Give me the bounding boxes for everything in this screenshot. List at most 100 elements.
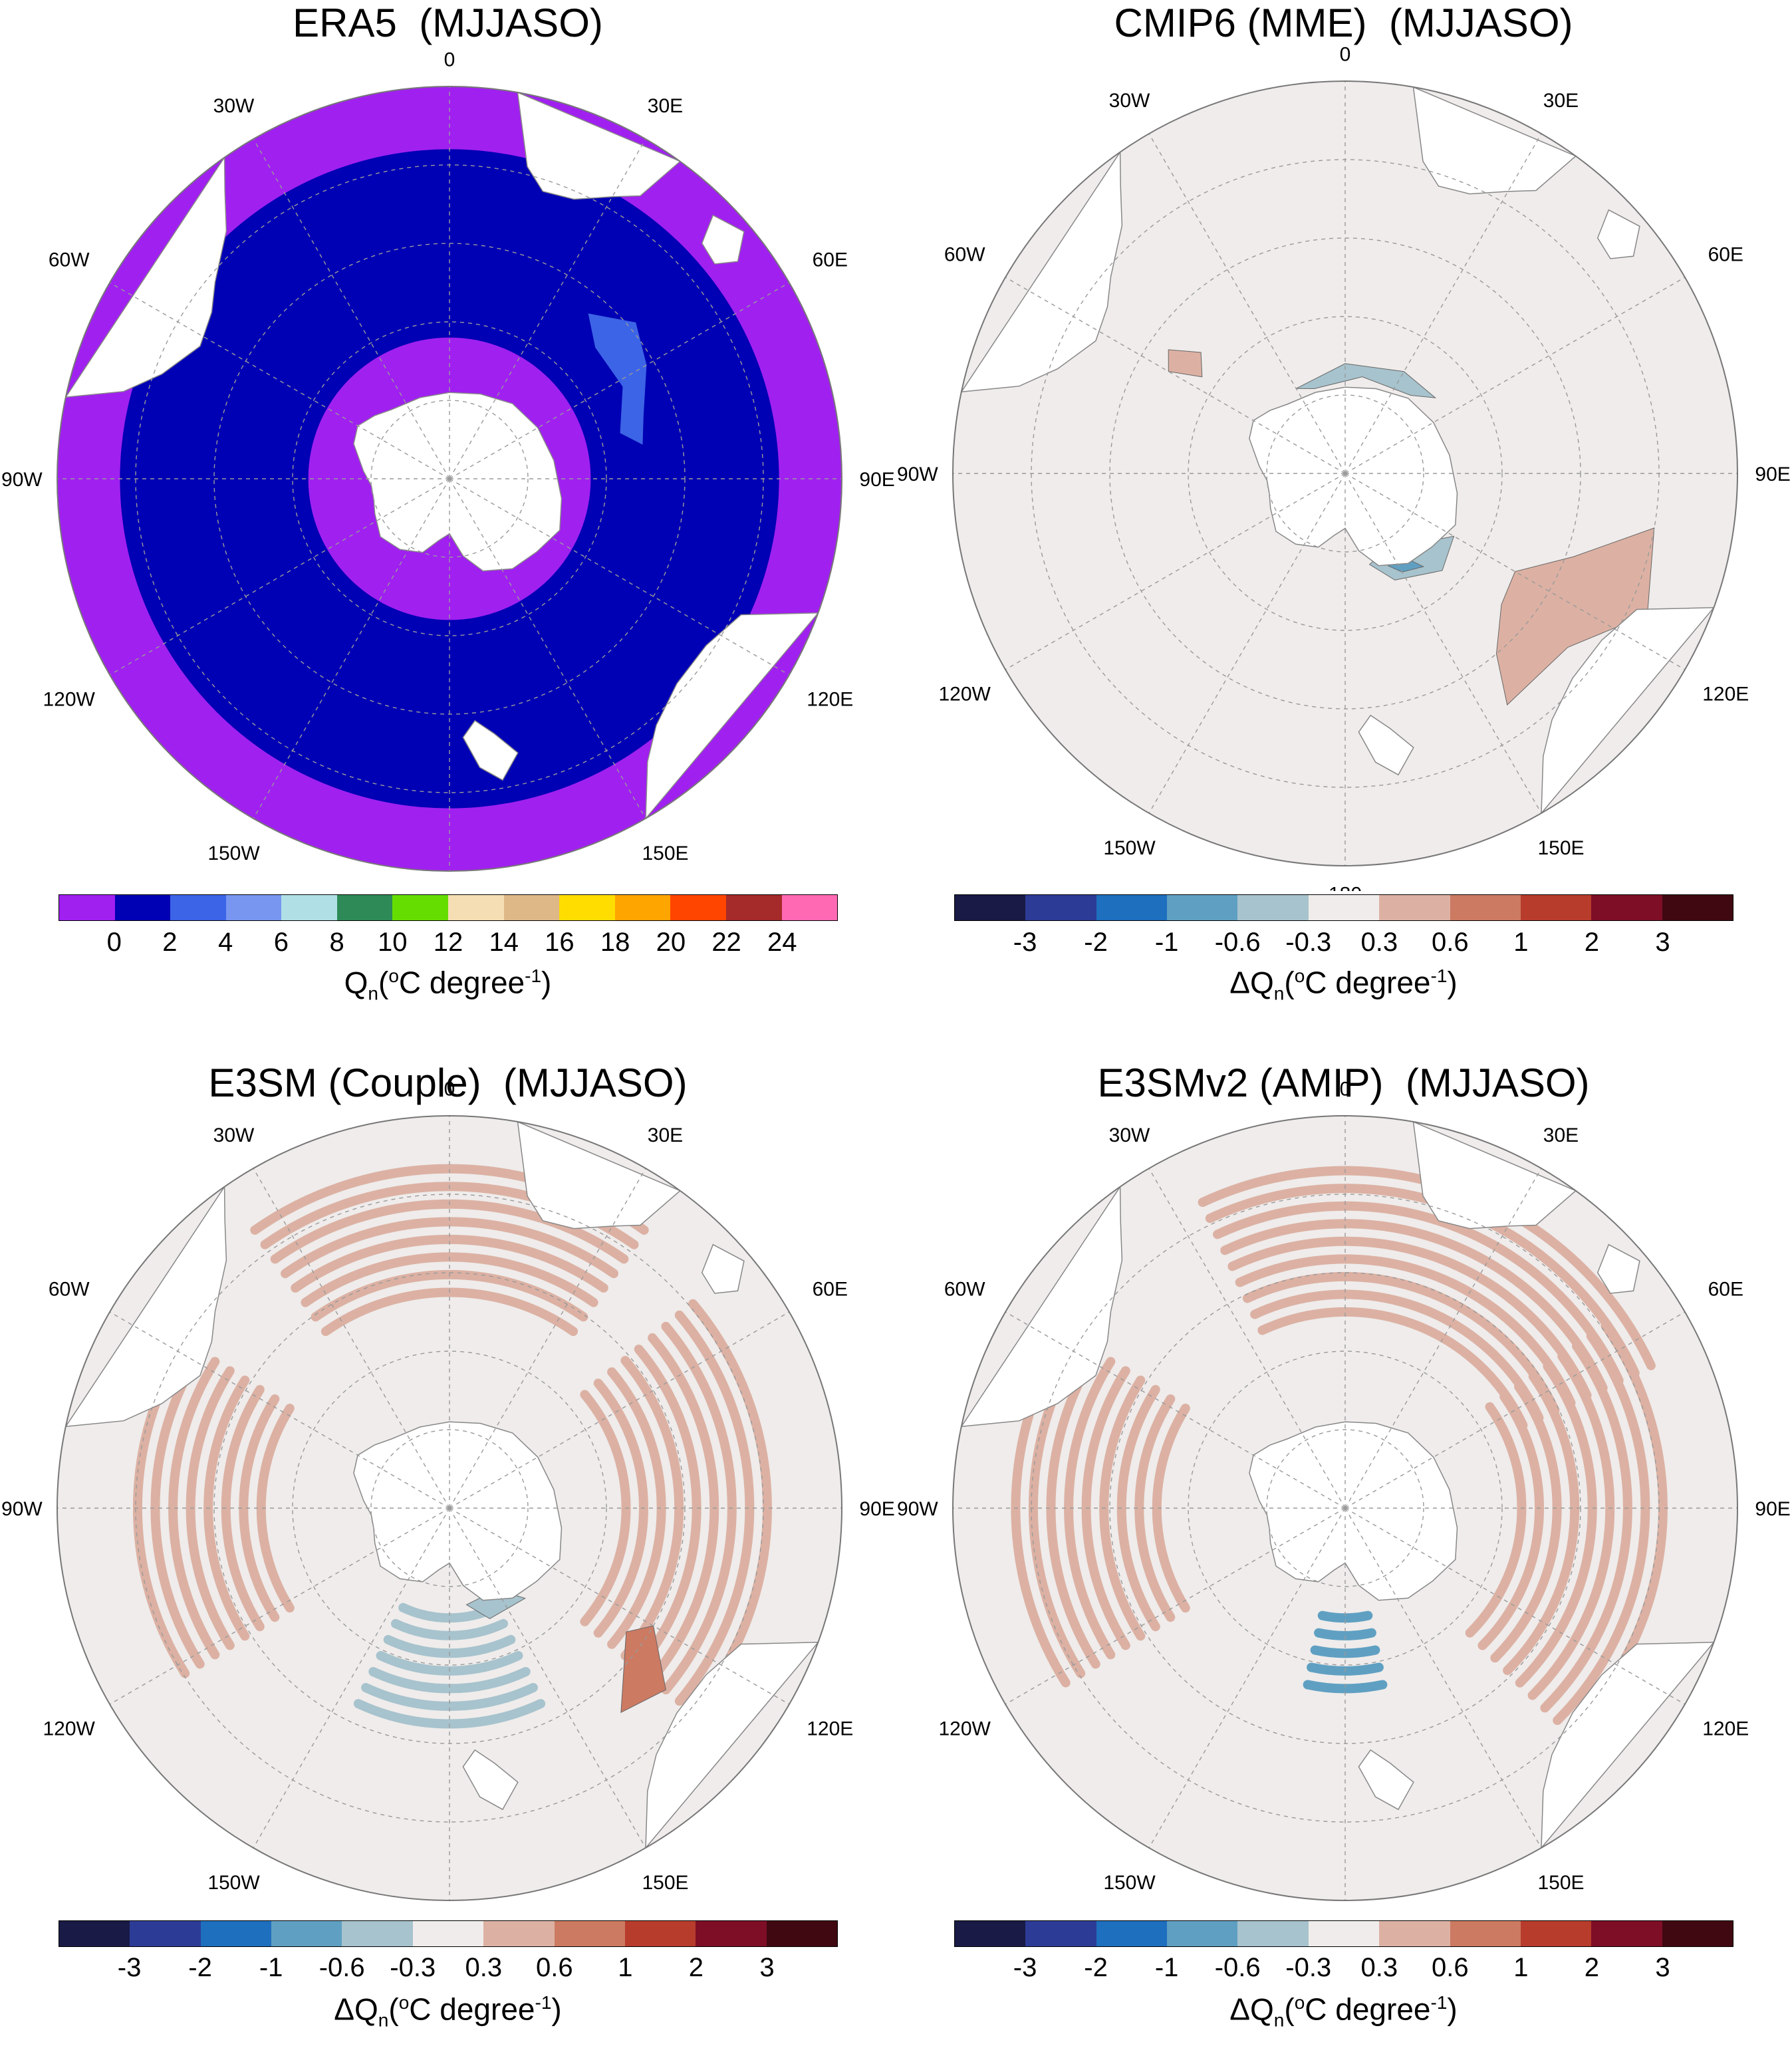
warm-ripple-band <box>239 1394 280 1622</box>
colorbar-swatch <box>342 1921 413 1946</box>
latitude-circle <box>1188 1351 1503 1666</box>
label-sub: n <box>378 2009 389 2031</box>
label-lon-120e: 120E <box>807 688 853 710</box>
label-lon-150w: 150W <box>207 1872 260 1894</box>
colorbar-swatch <box>554 1921 625 1946</box>
label-lon-120w: 120W <box>43 688 96 710</box>
colorbar-swatch <box>670 895 726 920</box>
label-sup: -1 <box>1430 1992 1448 2013</box>
new-zealand-landmass <box>462 1749 519 1811</box>
cool-ripple-band <box>1314 1628 1376 1640</box>
colorbar-tick-label: 3 <box>1655 1953 1670 1982</box>
label-lon-120w: 120W <box>43 1718 96 1740</box>
colorbar-swatch <box>1237 1921 1309 1946</box>
label-sup: -1 <box>535 1992 552 2013</box>
australia-landmass <box>645 612 820 821</box>
meridian-line <box>1148 133 1346 474</box>
colorbar-swatch <box>955 1921 1026 1946</box>
meridian-line <box>1005 1311 1346 1509</box>
antarctica-landmass <box>1249 1421 1458 1601</box>
meridian-line <box>1005 277 1346 474</box>
warm-ripple-band <box>1553 1331 1650 1726</box>
colorbar-swatch <box>1025 1921 1096 1946</box>
label-lon-90e: 90E <box>1755 1498 1790 1520</box>
colorbar-ticks: -3 -2 -1 -0.6 -0.3 0.3 0.6 1 2 3 <box>954 926 1733 959</box>
colorbar-label: ΔQn(oC degree-1) <box>896 958 1791 1013</box>
warm-ripple-band <box>1540 1341 1632 1713</box>
colorbar-tick-label: 1 <box>1513 1953 1529 1982</box>
colorbar-swatch <box>200 1921 272 1946</box>
label-degree: o <box>1294 966 1305 986</box>
label-main: Q <box>344 965 368 1000</box>
warm-ripple-band <box>150 1347 205 1669</box>
warm-ripple-band <box>1465 1402 1527 1638</box>
label-lon-60w: 60W <box>944 1279 985 1301</box>
warm-ripple-band <box>1503 1372 1580 1676</box>
label-lon-90w: 90W <box>897 463 938 485</box>
label-lon-60w: 60W <box>49 249 90 271</box>
label-close: ) <box>1447 965 1458 1000</box>
label-lon-180: 180 <box>433 888 466 891</box>
graticule <box>953 1116 1737 1900</box>
meridian-line <box>1148 473 1346 814</box>
meridian-line <box>109 1311 450 1509</box>
map-layer <box>960 86 1716 815</box>
label-sup: -1 <box>525 966 542 986</box>
colorbar-swatch <box>130 1921 201 1946</box>
colorbar-tick-label: -0.6 <box>1214 1953 1261 1982</box>
meridian-line <box>449 1507 646 1849</box>
label-lon-90w: 90W <box>1 1498 43 1520</box>
label-unit: C degree <box>1305 965 1431 1000</box>
warm-ripple-band <box>674 1310 755 1706</box>
colorbar-swatch <box>483 1921 555 1946</box>
australia-landmass <box>1541 1642 1716 1850</box>
colorbar-swatch <box>1379 1921 1450 1946</box>
map-border <box>57 86 842 872</box>
antarctica-landmass <box>353 392 563 572</box>
colorbar-tick-label: 0.6 <box>1432 1953 1469 1982</box>
meridian-line <box>449 478 646 819</box>
colorbar-tick-label: 2 <box>1584 1953 1600 1982</box>
label-main: ΔQ <box>334 1992 378 2027</box>
colorbar-tick-label: 0.6 <box>1432 928 1469 957</box>
warm-ripple-band <box>1250 1289 1544 1423</box>
colorbar-swatch <box>1662 895 1733 920</box>
madagascar-landmass <box>701 1243 745 1294</box>
meridian-line <box>109 1507 450 1705</box>
label-lon-90w: 90W <box>1 469 43 491</box>
warm-ripple-band <box>1134 1394 1176 1622</box>
warm-ripple-band <box>1046 1347 1100 1669</box>
colorbar-tick-label: 2 <box>1584 928 1600 957</box>
label-lon-0: 0 <box>444 1079 455 1100</box>
latitude-circle <box>1266 1429 1424 1587</box>
label-sub: n <box>1273 2009 1285 2031</box>
warm-ripple-band <box>1257 1307 1528 1430</box>
colorbar-tick-label: -1 <box>1154 928 1179 957</box>
warm-ripple-band <box>1235 1254 1576 1408</box>
africa-landmass <box>1412 1120 1577 1229</box>
colorbar-swatch <box>336 895 393 920</box>
colorbar-tick-label: 2 <box>688 1953 704 1982</box>
warm-ripple-band <box>1064 1357 1116 1660</box>
new-zealand-landmass <box>1358 714 1414 776</box>
panel-title: E3SMv2 (AMIP) (MJJASO) <box>1097 1061 1590 1105</box>
label-lon-150e: 150E <box>642 842 688 864</box>
colorbar-swatch <box>781 895 838 920</box>
colorbar-swatch <box>1096 895 1168 920</box>
meridian-line <box>1344 1507 1686 1705</box>
cool-ripple-band <box>368 1667 531 1694</box>
label-lon-120w: 120W <box>939 683 991 705</box>
colorbar-tick-label: 16 <box>545 928 575 957</box>
label-lon-30e: 30E <box>1543 1124 1579 1146</box>
meridian-line <box>1344 473 1686 670</box>
colorbar-swatch <box>1167 1921 1238 1946</box>
warm-ripple-band <box>291 1234 608 1293</box>
cool-ripple-band <box>391 1618 508 1640</box>
colorbar-tick-label: -0.3 <box>1285 1953 1332 1982</box>
colorbar-label: ΔQn(oC degree-1) <box>896 1984 1791 2039</box>
label-degree: o <box>1294 1992 1305 2013</box>
colorbar-swatch <box>225 895 282 920</box>
colorbar-tick-label: 4 <box>218 928 233 957</box>
meridian-line <box>449 138 646 479</box>
meridian-line <box>253 1507 450 1849</box>
